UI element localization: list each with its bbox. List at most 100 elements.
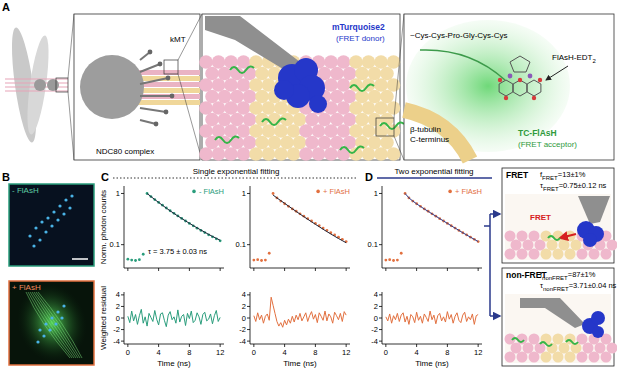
label-part: FRET xyxy=(543,186,559,192)
rich-label: FlAsH-EDT2 xyxy=(552,53,596,64)
x-tick xyxy=(447,268,448,271)
tubulin-subunit xyxy=(374,147,388,161)
kinetochore-spot xyxy=(54,322,57,325)
y-tick xyxy=(121,244,124,245)
tubulin-subunit xyxy=(312,124,326,138)
legend-marker xyxy=(448,190,452,194)
tubulin-tail xyxy=(404,110,470,160)
x-tick-label: 12 xyxy=(216,348,224,357)
plot-data xyxy=(128,309,220,326)
ndc80-structure xyxy=(520,298,585,328)
data-point xyxy=(138,258,141,261)
tubulin-subunit xyxy=(517,249,528,260)
tubulin-subunit xyxy=(237,78,251,92)
x-tick xyxy=(284,344,285,347)
figure: ABCDkMTNDC80 complexmTurquoise2(FRET don… xyxy=(0,0,617,372)
spindle-fiber xyxy=(30,292,74,358)
data-point xyxy=(126,258,129,261)
ndc80-structure xyxy=(205,16,300,72)
label: (FRET acceptor) xyxy=(518,140,577,149)
data-line xyxy=(386,311,478,324)
kinetochore-spot xyxy=(32,244,35,247)
tubulin-subunit xyxy=(330,67,344,81)
tubulin-subunit xyxy=(330,113,344,127)
tubulin-subunit xyxy=(205,113,219,127)
x-tick-label: 12 xyxy=(342,348,350,357)
label-part: 2 xyxy=(592,58,596,64)
legend: + FlAsH xyxy=(448,187,482,196)
x-tick xyxy=(284,268,285,271)
mturquoise2 xyxy=(592,326,604,338)
tubulin-subunit xyxy=(607,343,617,354)
zoom-line xyxy=(178,74,202,160)
y-tick xyxy=(379,306,382,307)
tubulin-subunit xyxy=(230,90,244,104)
tubulin-subunit xyxy=(299,124,313,138)
tubulin-subunit xyxy=(589,249,600,260)
microscopy: - FlAsH+ FlAsH xyxy=(6,184,97,372)
kinetochore-spot xyxy=(62,304,65,307)
zoom-panel xyxy=(74,14,200,160)
tubulin-subunit xyxy=(230,113,244,127)
kinetochore-spot xyxy=(44,322,47,325)
tubulin-subunit xyxy=(199,101,213,115)
y-axis-label: Norm. photon counts xyxy=(99,190,108,264)
connector xyxy=(484,214,490,316)
label: β-tubulin xyxy=(410,125,441,134)
x-tick xyxy=(346,344,347,347)
image-minus xyxy=(9,184,94,266)
result-box: non-FRETfnonFRET=87±1%τnonFRET=3.71±0.04… xyxy=(502,268,617,366)
label: kMT xyxy=(170,35,186,44)
y-tick-label: 1 xyxy=(374,189,378,198)
kinetochore-spot xyxy=(70,194,73,197)
label-part: FlAsH-EDT xyxy=(552,53,593,62)
ndc80-head xyxy=(170,94,175,99)
tubulin-subunit xyxy=(218,90,232,104)
label: ~Cys-Cys-Pro-Gly-Cys-Cys xyxy=(410,31,508,40)
tubulin-subunit xyxy=(287,147,301,161)
tubulin-subunit xyxy=(262,147,276,161)
heading-line xyxy=(377,177,492,179)
spindle-signal xyxy=(6,274,97,372)
legend-marker xyxy=(316,190,320,194)
x-tick-label: 0 xyxy=(252,348,256,357)
illustration-bg xyxy=(505,294,611,363)
data-line xyxy=(128,309,220,326)
tubulin-subunit xyxy=(237,101,251,115)
y-tick xyxy=(247,306,250,307)
atom xyxy=(504,96,508,100)
ndc80-head xyxy=(166,76,171,81)
kinetochore-spot xyxy=(40,220,43,223)
tubulin-subunit xyxy=(355,67,369,81)
tubulin-subunit xyxy=(505,352,516,363)
spindle-fiber xyxy=(34,292,78,358)
kinetochore-spot xyxy=(38,238,41,241)
kinetochore-spot xyxy=(64,198,67,201)
y-tick-label: 4 xyxy=(374,290,378,299)
tubulin-subunit xyxy=(287,124,301,138)
label-part: nonFRET xyxy=(542,275,568,281)
data-point xyxy=(256,258,259,261)
tubulin-subunit xyxy=(368,136,382,150)
tubulin-subunit xyxy=(274,124,288,138)
zoom-box xyxy=(56,78,68,92)
x-tick xyxy=(127,268,128,271)
tubulin-subunit xyxy=(511,240,522,251)
x-axis xyxy=(382,268,482,269)
tubulin-subunit xyxy=(517,231,528,242)
tubulin-subunit xyxy=(607,240,617,251)
y-tick-label: -4 xyxy=(239,337,246,346)
y-tick xyxy=(121,306,124,307)
x-tick xyxy=(416,268,417,271)
data-point xyxy=(396,259,399,262)
label: FRET xyxy=(530,213,551,222)
heading-line xyxy=(113,178,358,179)
kinetochore xyxy=(47,79,59,91)
label: (FRET donor) xyxy=(336,34,385,43)
ring xyxy=(513,80,527,96)
zoom-line xyxy=(394,14,404,118)
y-tick xyxy=(247,294,250,295)
tubulin-subunit xyxy=(523,343,534,354)
rich-label: τFRET=0.75±0.12 ns xyxy=(540,181,607,192)
microtubule xyxy=(5,90,68,91)
